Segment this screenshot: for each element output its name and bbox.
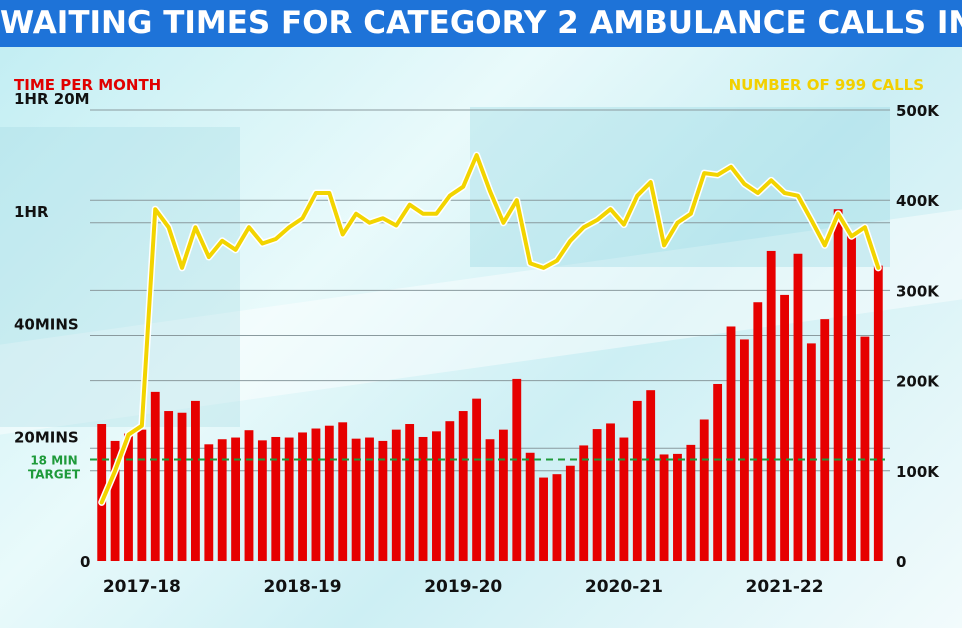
bar — [191, 400, 200, 561]
bar — [552, 474, 562, 561]
bar — [458, 411, 468, 561]
x-tick-label-3: 2020-21 — [585, 577, 663, 597]
line-series — [98, 151, 882, 506]
target-label-line2: TARGET — [28, 468, 81, 482]
bar — [686, 444, 696, 561]
bar — [445, 421, 455, 561]
right-axis-title: NUMBER OF 999 CALLS — [728, 76, 924, 94]
left-tick-label-2: 40MINS — [14, 316, 79, 334]
bar — [432, 431, 441, 561]
bar — [860, 336, 870, 561]
bar — [217, 439, 227, 561]
bar — [847, 233, 856, 561]
bar — [726, 326, 736, 561]
bar — [418, 436, 428, 561]
left-tick-label-0: 0 — [80, 553, 90, 571]
left-tick-label-4: 1HR 20M — [14, 90, 90, 108]
bar — [606, 423, 615, 561]
bar — [244, 430, 254, 561]
right-tick-label-0: 0 — [896, 553, 906, 571]
bar — [673, 453, 682, 561]
bar — [713, 383, 723, 561]
right-tick-label-5: 500K — [896, 102, 940, 120]
x-axis-labels: 2017-18 2018-19 2019-20 2020-21 2021-22 — [103, 577, 824, 597]
bar — [391, 429, 401, 561]
bar — [539, 477, 548, 561]
bar — [780, 294, 789, 561]
left-tick-label-1: 20MINS — [14, 428, 79, 446]
target-label-line1: 18 MIN — [30, 454, 77, 468]
bar — [150, 391, 160, 561]
bar-series — [97, 209, 883, 561]
bar — [820, 319, 830, 561]
bar — [298, 432, 307, 561]
right-axis-ticks: 0 100K 200K 300K 400K 500K — [896, 102, 940, 571]
bar — [793, 253, 803, 561]
bar — [632, 400, 642, 561]
bar — [873, 265, 883, 561]
bar — [338, 422, 348, 561]
bar — [110, 440, 120, 561]
bar — [659, 454, 669, 561]
bar — [257, 440, 267, 561]
bar — [231, 437, 241, 561]
right-tick-label-3: 300K — [896, 282, 940, 300]
bar — [378, 440, 388, 561]
x-tick-label-2: 2019-20 — [424, 577, 502, 597]
bar — [646, 390, 656, 561]
bar — [311, 428, 321, 561]
bar — [204, 444, 214, 561]
right-tick-label-1: 100K — [896, 463, 940, 481]
right-tick-label-4: 400K — [896, 192, 940, 210]
bar — [177, 412, 187, 561]
bar — [498, 429, 508, 561]
target-line-group: 18 MIN TARGET — [28, 454, 885, 482]
bar — [124, 433, 133, 561]
chart-title: WAITING TIMES FOR CATEGORY 2 AMBULANCE C… — [0, 0, 962, 47]
bar — [365, 437, 374, 561]
bar — [405, 424, 415, 561]
bar — [766, 250, 776, 561]
bar — [753, 302, 763, 561]
left-tick-label-3: 1HR — [14, 203, 49, 221]
bar — [525, 452, 535, 561]
bar — [565, 465, 575, 561]
bar — [619, 437, 629, 561]
left-axis-ticks: 0 20MINS 40MINS 1HR 1HR 20M — [14, 90, 90, 571]
bar — [739, 339, 749, 561]
bar — [137, 429, 147, 561]
bar — [806, 343, 816, 561]
x-tick-label-0: 2017-18 — [103, 577, 181, 597]
bar — [833, 209, 843, 561]
bar — [351, 438, 361, 561]
line-calls — [99, 153, 881, 505]
bar — [512, 378, 522, 561]
left-axis-title: TIME PER MONTH — [14, 76, 162, 94]
bar — [97, 424, 107, 561]
bar — [699, 419, 709, 561]
right-tick-label-2: 200K — [896, 373, 940, 391]
bar — [472, 398, 482, 561]
x-tick-label-4: 2021-22 — [746, 577, 824, 597]
bar — [284, 437, 294, 561]
x-tick-label-1: 2018-19 — [264, 577, 342, 597]
bar — [579, 445, 589, 561]
bar — [592, 429, 602, 561]
bar — [271, 436, 281, 561]
bar — [164, 411, 174, 561]
bar — [324, 425, 334, 561]
bar — [485, 439, 495, 561]
